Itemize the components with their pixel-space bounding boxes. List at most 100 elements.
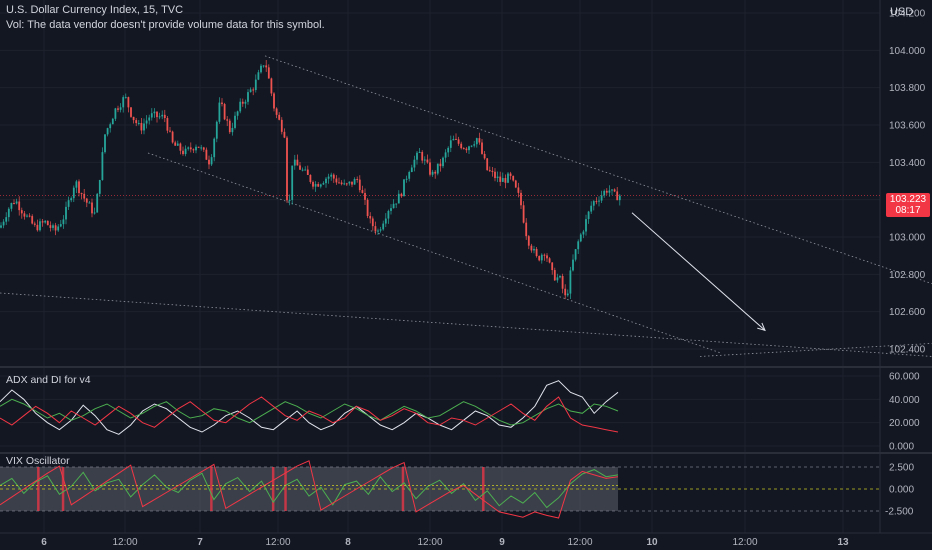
candle-body [429, 162, 431, 175]
candle-body [369, 216, 372, 219]
candle-body [288, 199, 291, 201]
candle-body [486, 158, 489, 171]
candle-body [426, 159, 429, 163]
candle-body [322, 183, 325, 185]
candle-body [205, 149, 208, 160]
candle-body [137, 122, 140, 124]
candle-body [275, 108, 278, 115]
candle-body [496, 176, 499, 179]
candle-body [371, 218, 374, 227]
candle-body [135, 120, 138, 124]
candle-body [364, 193, 366, 200]
candle-body [161, 114, 164, 117]
candle-body [49, 225, 52, 228]
volume-note: Vol: The data vendor doesn't provide vol… [6, 19, 325, 31]
candle-body [176, 143, 179, 146]
candle-body [109, 124, 112, 129]
candle-body [436, 163, 439, 174]
candle-body [54, 225, 57, 231]
vix-spike [210, 467, 213, 511]
candle-body [200, 147, 203, 149]
candle-body [507, 173, 509, 183]
candle-body [293, 159, 296, 166]
candle-body [522, 205, 525, 223]
time-tick-label: 13 [837, 537, 849, 548]
time-axis[interactable]: 6 12:00 7 12:00 8 12:00 9 12:00 10 12:00 13 [41, 537, 849, 548]
candle-body [462, 148, 465, 150]
candle-body [70, 198, 73, 201]
candle-body [301, 169, 304, 171]
candle-body [85, 198, 88, 203]
time-tick-label: 12:00 [112, 537, 137, 548]
candle-body [603, 190, 606, 196]
candle-body [403, 179, 405, 197]
vix-spike [284, 467, 287, 511]
candle-body [75, 181, 78, 188]
candle-body [72, 187, 75, 199]
candle-body [270, 78, 273, 94]
arrow-line [631, 212, 766, 331]
candle-body [189, 147, 192, 150]
candle-body [247, 92, 249, 102]
candle-body [44, 220, 47, 223]
candle-body [78, 181, 80, 194]
candle-body [117, 108, 119, 110]
candle-body [382, 223, 385, 230]
candle-body [569, 270, 572, 294]
candle-body [132, 116, 135, 121]
trendline [147, 152, 721, 354]
price-tick-label: 103.000 [889, 233, 926, 244]
vix-pane [0, 460, 880, 519]
time-tick-label: 9 [499, 537, 505, 548]
candle-body [169, 130, 171, 132]
candle-body [439, 163, 442, 167]
candle-body [166, 118, 169, 131]
vix-spike [482, 467, 485, 511]
candle-body [327, 176, 330, 179]
candle-body [309, 174, 312, 182]
symbol-title[interactable]: U.S. Dollar Currency Index, 15, TVC [6, 4, 184, 16]
drawing-annotations[interactable] [0, 55, 932, 357]
vix-title[interactable]: VIX Oscillator [6, 455, 70, 467]
candle-body [533, 248, 535, 251]
candle-body [348, 181, 351, 184]
trendline [264, 55, 932, 285]
adx-pane [0, 380, 619, 435]
candle-body [392, 203, 395, 209]
candle-body [455, 138, 457, 140]
candle-body [184, 148, 187, 155]
candle-body [410, 167, 413, 173]
candle-body [215, 121, 218, 139]
time-tick-label: 12:00 [265, 537, 290, 548]
candle-body [590, 205, 593, 212]
candle-body [564, 288, 567, 296]
candle-body [582, 231, 585, 235]
price-tick-label: 102.400 [889, 345, 926, 356]
currency-label[interactable]: USD [890, 6, 914, 18]
candle-body [488, 170, 491, 172]
candle-body [163, 114, 166, 119]
candle-body [254, 79, 257, 90]
candle-body [449, 140, 452, 148]
candle-body [340, 182, 343, 185]
candle-body [543, 254, 546, 256]
candle-body [241, 101, 244, 104]
candle-body [197, 146, 200, 148]
candle-body [574, 249, 577, 260]
candle-body [41, 221, 44, 223]
candle-body [478, 138, 481, 143]
candle-body [153, 111, 156, 114]
candle-body [592, 201, 595, 206]
vix-tick-label: -2.500 [885, 507, 914, 518]
candle-body [434, 171, 437, 174]
candle-body [52, 225, 54, 228]
adx-tick-label: 40.000 [889, 395, 920, 406]
candle-body [535, 248, 538, 257]
vix-series-0 [0, 469, 619, 509]
candle-body [192, 149, 195, 151]
candle-body [98, 179, 101, 194]
candle-body [187, 147, 190, 149]
adx-title[interactable]: ADX and DI for v4 [6, 374, 91, 386]
